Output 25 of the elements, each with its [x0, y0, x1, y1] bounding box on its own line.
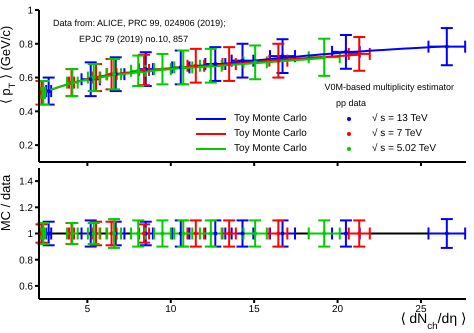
annotation: pp data — [336, 98, 366, 108]
x-tick-label: 10 — [165, 304, 177, 316]
y-tick-label: 1.2 — [19, 202, 34, 214]
annotation: Data from: ALICE, PRC 99, 024906 (2019); — [53, 18, 226, 28]
y-tick-label: 1 — [27, 229, 34, 240]
y-tick-label: 0.8 — [19, 255, 34, 266]
annotation: V0M-based multiplicity estimator — [324, 82, 454, 92]
y-tick-label: 0.4 — [19, 106, 34, 118]
annotation: EPJC 79 (2019) no.10, 857 — [79, 34, 188, 44]
legend-label: Toy Monte Carlo — [233, 128, 308, 139]
x-tick-label: 15 — [248, 304, 260, 316]
y-axis-title: MC / data — [0, 174, 13, 232]
y-tick-label: 0.8 — [19, 39, 34, 50]
legend-label: √ s = 13 TeV — [371, 113, 428, 124]
legend-label: √ s = 7 TeV — [371, 128, 422, 139]
x-tick-label: 20 — [332, 304, 344, 316]
legend-label: Toy Monte Carlo — [233, 113, 308, 124]
y-tick-label: 0.6 — [19, 73, 34, 84]
y-tick-label: 0.6 — [19, 281, 34, 292]
y-tick-label: 1.4 — [19, 176, 34, 188]
y-tick-label: 1 — [27, 6, 34, 17]
y-tick-label: 0.2 — [19, 140, 34, 152]
legend-label: √ s = 5.02 TeV — [371, 143, 436, 154]
x-tick-label: 5 — [84, 304, 91, 316]
legend-label: Toy Monte Carlo — [233, 143, 308, 154]
